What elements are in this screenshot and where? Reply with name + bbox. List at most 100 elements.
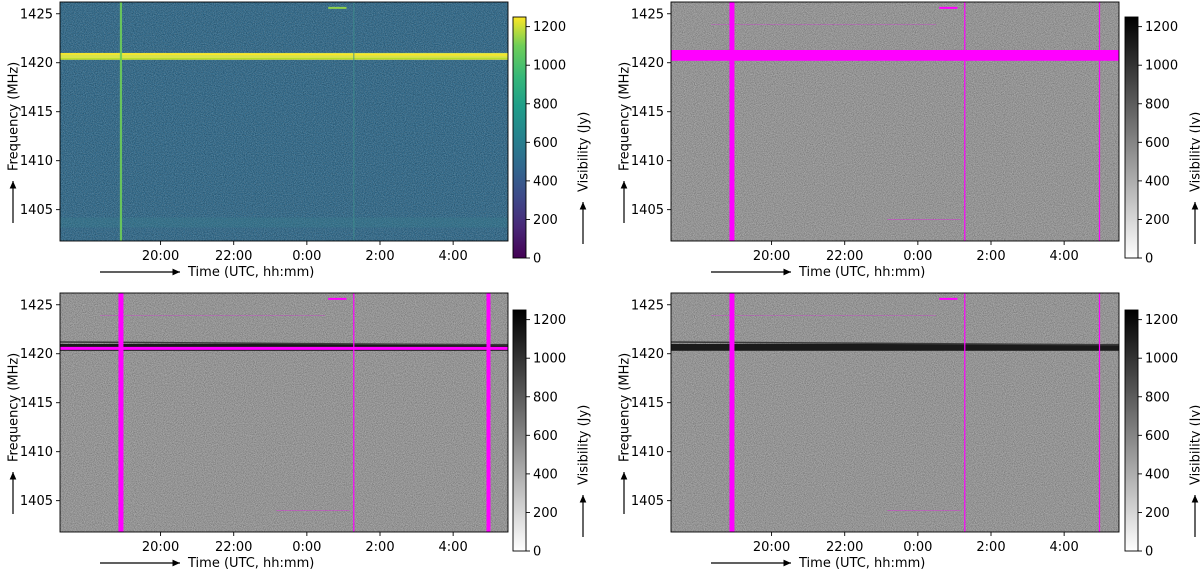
heatmap-noise-light (60, 293, 508, 532)
flag-band (671, 49, 1119, 61)
y-tick-label: 1410 (20, 445, 53, 460)
plot-frame (670, 292, 1120, 533)
flag-band (60, 346, 508, 350)
x-tick-label: 20:00 (753, 540, 790, 555)
y-tick-label: 1420 (631, 56, 664, 71)
colorbar-tick-label: 0 (1145, 545, 1153, 560)
y-axis-label: Frequency (MHz) (7, 62, 22, 171)
panel-bottom-left: 1425 1420 1415 1410 1405 20:00 22:00 0:00 2:00 4:… (7, 292, 592, 571)
y-tick-label: 1410 (631, 154, 664, 169)
plot-frame (59, 1, 509, 242)
colorbar-tick-label: 200 (533, 506, 558, 521)
heatmap-noise-light (671, 2, 1119, 241)
colorbar-tick-label: 1000 (1145, 59, 1178, 74)
colorbar-tick-label: 200 (1145, 506, 1170, 521)
x-tick-label: 4:00 (439, 540, 468, 555)
colorbar-tick-label: 0 (533, 545, 541, 560)
plot-frame (670, 1, 1120, 242)
x-tick-label: 22:00 (826, 540, 863, 555)
x-tick-label: 22:00 (215, 249, 252, 264)
x-tick-label: 0:00 (292, 249, 321, 264)
colorbar-tick-label: 200 (1145, 213, 1170, 228)
y-tick-label: 1425 (20, 7, 53, 22)
colorbar-tick-label: 200 (533, 213, 558, 228)
plot-area (671, 2, 1119, 241)
hi-band-edge (60, 57, 508, 60)
x-axis-label: Time (UTC, hh:mm) (798, 556, 925, 571)
x-tick-label: 20:00 (142, 540, 179, 555)
hi-band-line (60, 52, 508, 60)
colorbar-tick-label: 1200 (1145, 20, 1178, 35)
y-tick-label: 1415 (631, 396, 664, 411)
colorbar (1124, 16, 1139, 259)
hi-band-edge (60, 341, 508, 346)
plot-area (60, 2, 508, 241)
colorbar-tick-label: 800 (533, 390, 558, 405)
colorbar-tick-label: 800 (1145, 390, 1170, 405)
colorbar-label: Visibility (Jy) (1189, 112, 1200, 192)
y-tick-label: 1415 (20, 396, 53, 411)
y-tick-label: 1415 (20, 105, 53, 120)
colorbar-tick-label: 400 (533, 467, 558, 482)
y-tick-label: 1425 (631, 7, 664, 22)
panel-bottom-right: 1425 1420 1415 1410 1405 20:00 22:00 0:00 2:00 4:… (618, 292, 1200, 571)
colorbar-tick-label: 1000 (533, 352, 566, 367)
colorbar (512, 16, 527, 259)
colorbar-tick-label: 600 (533, 136, 558, 151)
heatmap-noise-light (60, 2, 508, 241)
y-axis-label-group: Frequency (MHz) (7, 62, 22, 223)
colorbar-tick-label: 0 (533, 252, 541, 267)
x-tick-label: 4:00 (1050, 540, 1079, 555)
colorbar-tick-label: 1000 (1145, 352, 1178, 367)
y-axis-label-group: Frequency (MHz) (618, 62, 633, 223)
y-tick-label: 1420 (631, 347, 664, 362)
colorbar-tick-label: 600 (1145, 136, 1170, 151)
colorbar-tick-label: 1200 (533, 20, 566, 35)
colorbar-tick-label: 1200 (1145, 313, 1178, 328)
x-axis-label: Time (UTC, hh:mm) (798, 265, 925, 280)
y-tick-label: 1420 (20, 56, 53, 71)
y-tick-label: 1405 (20, 494, 53, 509)
colorbar-label-group: Visibility (Jy) (577, 405, 592, 537)
colorbar-tick-label: 1000 (533, 59, 566, 74)
panel-top-left: 1425 1420 1415 1410 1405 20:00 22:00 0:00 2:00 4:… (7, 1, 592, 280)
x-tick-label: 0:00 (903, 249, 932, 264)
y-tick-label: 1410 (631, 445, 664, 460)
x-tick-label: 0:00 (292, 540, 321, 555)
colorbar-tick-label: 400 (533, 174, 558, 189)
y-axis-label: Frequency (MHz) (618, 353, 633, 462)
x-tick-label: 2:00 (365, 249, 394, 264)
x-tick-label: 22:00 (826, 249, 863, 264)
colorbar-label-group: Visibility (Jy) (1189, 112, 1200, 244)
y-tick-label: 1425 (631, 298, 664, 313)
x-tick-label: 20:00 (753, 249, 790, 264)
x-tick-label: 2:00 (976, 540, 1005, 555)
colorbar-tick-label: 400 (1145, 467, 1170, 482)
colorbar-label-group: Visibility (Jy) (1189, 405, 1200, 537)
x-axis-label: Time (UTC, hh:mm) (187, 265, 314, 280)
colorbar-tick-label: 600 (1145, 429, 1170, 444)
y-tick-label: 1410 (20, 154, 53, 169)
panel-top-right: 1425 1420 1415 1410 1405 20:00 22:00 0:00 2:00 4:… (618, 1, 1200, 280)
y-axis-label: Frequency (MHz) (618, 62, 633, 171)
y-axis-label-group: Frequency (MHz) (7, 353, 22, 514)
colorbar-tick-label: 600 (533, 429, 558, 444)
x-tick-label: 4:00 (1050, 249, 1079, 264)
colorbar-label: Visibility (Jy) (577, 112, 592, 192)
colorbar-label: Visibility (Jy) (1189, 405, 1200, 485)
x-tick-label: 2:00 (365, 540, 394, 555)
heatmap-noise-light (671, 293, 1119, 532)
low-band-structure (60, 217, 508, 228)
y-tick-label: 1405 (20, 203, 53, 218)
x-tick-label: 0:00 (903, 540, 932, 555)
x-tick-label: 20:00 (142, 249, 179, 264)
y-tick-label: 1425 (20, 298, 53, 313)
colorbar (1124, 309, 1139, 552)
colorbar (512, 309, 527, 552)
plot-area (671, 293, 1119, 532)
hi-band-line (671, 343, 1119, 351)
colorbar-tick-label: 1200 (533, 313, 566, 328)
hi-band-edge (671, 341, 1119, 346)
y-axis-label: Frequency (MHz) (7, 353, 22, 462)
